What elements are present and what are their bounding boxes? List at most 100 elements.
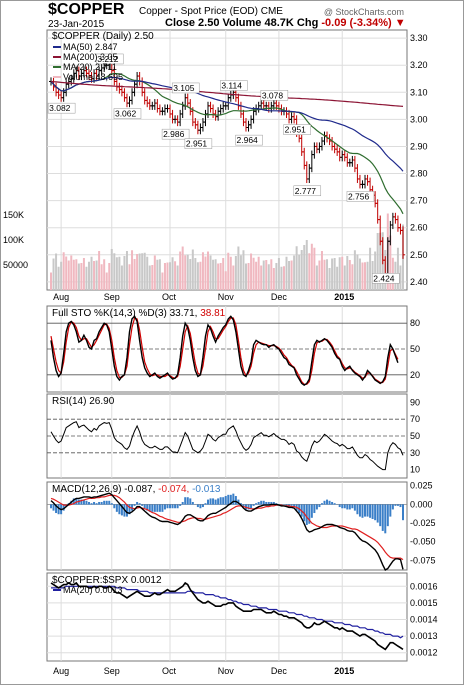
- volume-bar: [118, 256, 121, 290]
- macd-histogram-bar: [353, 504, 356, 511]
- volume-bar: [353, 250, 356, 290]
- macd-signal-line: [50, 494, 404, 561]
- volume-bar: [148, 265, 151, 290]
- volume-bar: [227, 252, 230, 290]
- price-label: 3.212: [97, 54, 119, 64]
- macd-histogram-bar: [328, 500, 331, 505]
- macd-histogram-bar: [191, 501, 194, 505]
- volume-bar: [252, 257, 255, 290]
- volume-bar: [346, 256, 349, 290]
- volume-bar: [85, 266, 88, 290]
- macd-histogram-bar: [315, 504, 318, 510]
- price-label-box: [95, 53, 124, 65]
- volume-bar: [196, 262, 199, 290]
- macd-histogram-bar: [82, 499, 85, 505]
- volume-bar: [207, 251, 210, 290]
- volume-bar: [229, 256, 232, 290]
- volume-bar: [67, 260, 70, 290]
- macd-histogram-bar: [310, 504, 313, 518]
- volume-bar: [308, 253, 311, 290]
- rsi-y-tick-label: 70: [410, 414, 420, 424]
- macd-histogram-bar: [374, 504, 377, 521]
- macd-histogram-bar: [214, 499, 217, 505]
- volume-label: Volume: [222, 17, 262, 29]
- chg-down-icon: ▼: [394, 17, 406, 29]
- rsi-y-tick-label: 30: [410, 448, 420, 458]
- volume-bar: [217, 263, 220, 290]
- volume-bar: [348, 260, 351, 290]
- macd-histogram-bar: [224, 496, 227, 505]
- volume-bar: [191, 249, 194, 290]
- macd-histogram-bar: [196, 504, 199, 508]
- macd-histogram-bar: [320, 503, 323, 505]
- volume-bar: [128, 264, 131, 290]
- volume-bar: [338, 257, 341, 290]
- price-label: 2.951: [186, 139, 208, 149]
- macd-histogram-bar: [98, 501, 101, 505]
- volume-bar: [260, 265, 263, 290]
- macd-histogram-bar: [181, 501, 184, 505]
- volume-tick-label: 100K: [3, 235, 24, 245]
- volume-bar: [75, 259, 78, 290]
- price-y-tick-label: 3.20: [410, 60, 428, 70]
- macd-histogram-bar: [338, 504, 341, 508]
- volume-bar: [303, 245, 306, 290]
- macd-histogram-bar: [369, 504, 372, 518]
- macd-histogram-bar: [227, 494, 230, 505]
- volume-bar: [320, 251, 323, 290]
- x-axis-label-bottom: Dec: [271, 666, 288, 676]
- volume-bar: [313, 247, 316, 290]
- macd-histogram-bar: [80, 499, 83, 505]
- ratio-y-tick-label: 0.0014: [410, 614, 438, 624]
- volume-bar: [234, 256, 237, 290]
- macd-histogram-bar: [252, 504, 255, 506]
- macd-histogram-bar: [255, 503, 258, 505]
- volume-bar: [374, 251, 377, 290]
- macd-histogram-bar: [72, 498, 75, 505]
- macd-histogram-bar: [138, 503, 141, 505]
- volume-bar: [356, 254, 359, 290]
- price-y-tick-label: 2.60: [410, 223, 428, 233]
- macd-histogram-bar: [87, 501, 90, 505]
- macd-histogram-bar: [151, 504, 154, 512]
- macd-histogram-bar: [260, 500, 263, 505]
- volume-bar: [125, 251, 128, 290]
- volume-bar: [194, 258, 197, 290]
- macd-histogram-bar: [158, 504, 161, 512]
- ma50-line: [50, 76, 404, 172]
- volume-bar: [326, 259, 329, 290]
- volume-bar: [65, 256, 68, 290]
- volume-bar: [209, 255, 212, 290]
- volume-bar: [95, 260, 98, 290]
- macd-histogram-bar: [143, 504, 146, 509]
- volume-bar: [100, 264, 103, 290]
- volume-bar: [103, 259, 106, 290]
- macd-histogram-bar: [120, 504, 123, 516]
- ratio-y-tick-label: 0.0015: [410, 598, 438, 608]
- price-label-box: [346, 191, 375, 202]
- volume-bar: [232, 265, 235, 290]
- price-label-box: [47, 102, 76, 114]
- macd-histogram-bar: [201, 504, 204, 508]
- volume-bar: [343, 265, 346, 290]
- volume-bar: [282, 266, 285, 290]
- volume-bar: [212, 259, 215, 290]
- volume-bar: [156, 259, 159, 290]
- volume-bar: [267, 264, 270, 290]
- legend-entry: MA(50) 2.847: [63, 42, 118, 52]
- macd-histogram-bar: [189, 498, 192, 505]
- macd-histogram-bar: [153, 504, 156, 512]
- macd-histogram-bar: [305, 504, 308, 525]
- macd-histogram-bar: [242, 504, 245, 508]
- macd-histogram-bar: [364, 504, 367, 517]
- macd-histogram-bar: [118, 504, 121, 515]
- volume-bar: [310, 243, 313, 290]
- sto-y-tick-label: 20: [410, 370, 420, 380]
- volume-bar: [115, 257, 118, 290]
- macd-histogram-bar: [402, 504, 404, 521]
- sto-k-line: [50, 315, 399, 386]
- description-text: Copper - Spot Price (EOD): [139, 6, 258, 17]
- x-axis-label-bottom: Nov: [218, 666, 235, 676]
- volume-bar: [255, 261, 258, 290]
- macd-histogram-bar: [356, 504, 359, 515]
